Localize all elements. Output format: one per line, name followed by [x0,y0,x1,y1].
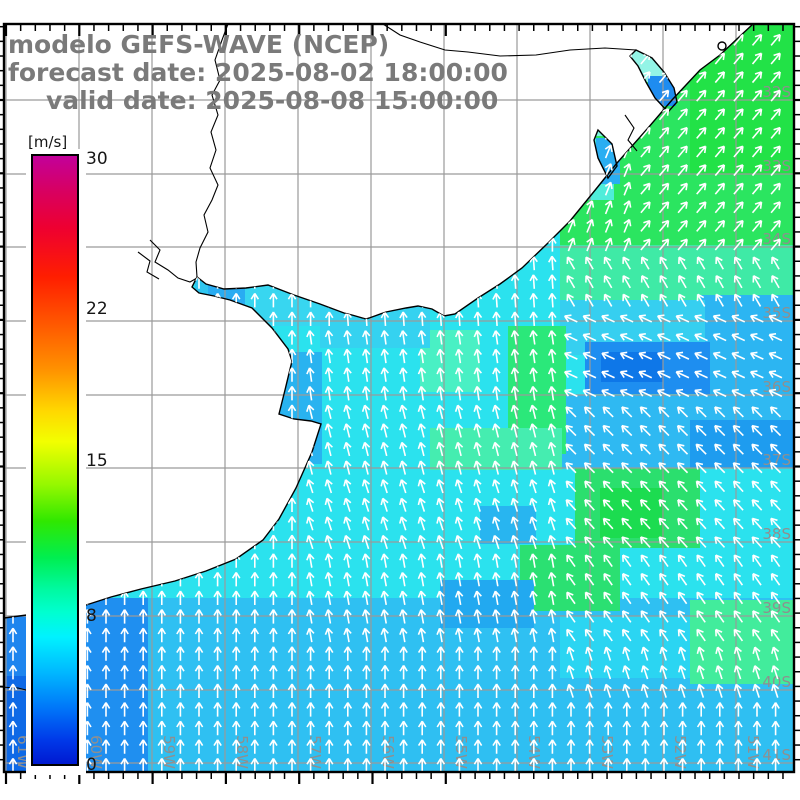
lagoon-outline [593,128,618,180]
colorbar-tick-label: 15 [86,451,108,471]
river-line [195,23,229,278]
forecast-date-line: forecast date: 2025-08-02 18:00:00 [8,58,508,87]
lat-label: 37S [762,451,791,469]
lon-label: 51W [744,735,762,769]
colorbar-gradient [31,154,79,766]
wave-speed-patch [440,580,534,628]
map-frame [0,22,800,784]
wave-speed-patch [600,488,664,538]
wave-speed-patch [340,688,794,772]
colorbar-tick-label: 22 [86,299,108,319]
lat-label: 34S [762,230,791,248]
wave-speed-patch [208,256,250,304]
lon-label: 55W [452,735,470,769]
colorbar-unit-label: [m/s] [28,133,67,151]
river-line [149,239,198,283]
colorbar-tick-label: 8 [86,606,97,626]
lon-label: 53W [598,735,616,769]
wave-speed-patch [690,420,794,468]
river-line [382,23,637,57]
wave-speed-patch [700,295,794,400]
lon-label: 57W [306,735,324,769]
lon-label: 60W [87,735,105,769]
map-title: modelo GEFS-WAVE (NCEP) [8,30,389,59]
lat-label: 40S [762,673,791,691]
colorbar-tick-label: 30 [86,149,108,169]
small-island [717,41,727,51]
wave-speed-patch [690,600,794,684]
title-block: modelo GEFS-WAVE (NCEP)forecast date: 20… [8,30,508,115]
ocean-color-layer [4,24,794,772]
colorbar-tick-label: 0 [86,755,97,775]
colorbar: [m/s] 30 22 15 8 0 [26,133,108,775]
wave-speed-patch [320,306,430,348]
valid-date-line: valid date: 2025-08-08 15:00:00 [46,86,498,115]
coastline [3,23,754,619]
wave-speed-patch [480,506,536,544]
lat-label: 39S [762,599,791,617]
wave-speed-patch [578,92,636,136]
lat-label: 38S [762,525,791,543]
river-line [624,114,638,152]
lat-label: 41S [762,746,791,764]
wave-speed-patch [86,598,148,772]
river-line [137,251,160,280]
